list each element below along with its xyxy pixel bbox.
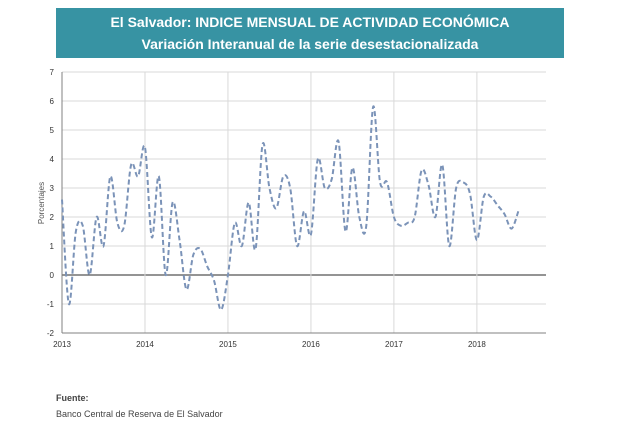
series-layer bbox=[61, 105, 520, 311]
y-tick-label: 3 bbox=[50, 184, 55, 193]
chart-subtitle: Variación Interanual de la serie desesta… bbox=[141, 36, 479, 52]
grid-lines bbox=[61, 71, 546, 334]
y-tick-label: 4 bbox=[50, 155, 55, 164]
y-tick-label: 2 bbox=[50, 213, 55, 222]
y-tick-label: 5 bbox=[50, 126, 55, 135]
x-tick-label: 2014 bbox=[136, 340, 154, 349]
chart-title: El Salvador: INDICE MENSUAL DE ACTIVIDAD… bbox=[110, 14, 510, 30]
x-tick-label: 2018 bbox=[468, 340, 486, 349]
series-line bbox=[61, 105, 520, 311]
y-tick-label: 0 bbox=[50, 271, 55, 280]
title-banner: El Salvador: INDICE MENSUAL DE ACTIVIDAD… bbox=[56, 8, 564, 58]
y-tick-label: 1 bbox=[50, 242, 55, 251]
y-tick-label: 7 bbox=[50, 68, 55, 77]
x-tick-labels: 2013 2014 2015 2016 2017 2018 bbox=[53, 340, 486, 349]
x-tick-label: 2017 bbox=[385, 340, 403, 349]
x-tick-label: 2015 bbox=[219, 340, 237, 349]
source-label: Fuente: bbox=[56, 393, 89, 403]
source-text: Banco Central de Reserva de El Salvador bbox=[56, 409, 223, 419]
x-tick-label: 2013 bbox=[53, 340, 71, 349]
x-tick-label: 2016 bbox=[302, 340, 320, 349]
y-tick-label: -1 bbox=[47, 300, 55, 309]
y-axis-label: Porcentajes bbox=[37, 182, 46, 224]
y-tick-label: 6 bbox=[50, 97, 55, 106]
axes bbox=[61, 72, 546, 334]
y-tick-labels: -2 -1 0 1 2 3 4 5 6 7 bbox=[47, 68, 55, 338]
y-tick-label: -2 bbox=[47, 329, 55, 338]
